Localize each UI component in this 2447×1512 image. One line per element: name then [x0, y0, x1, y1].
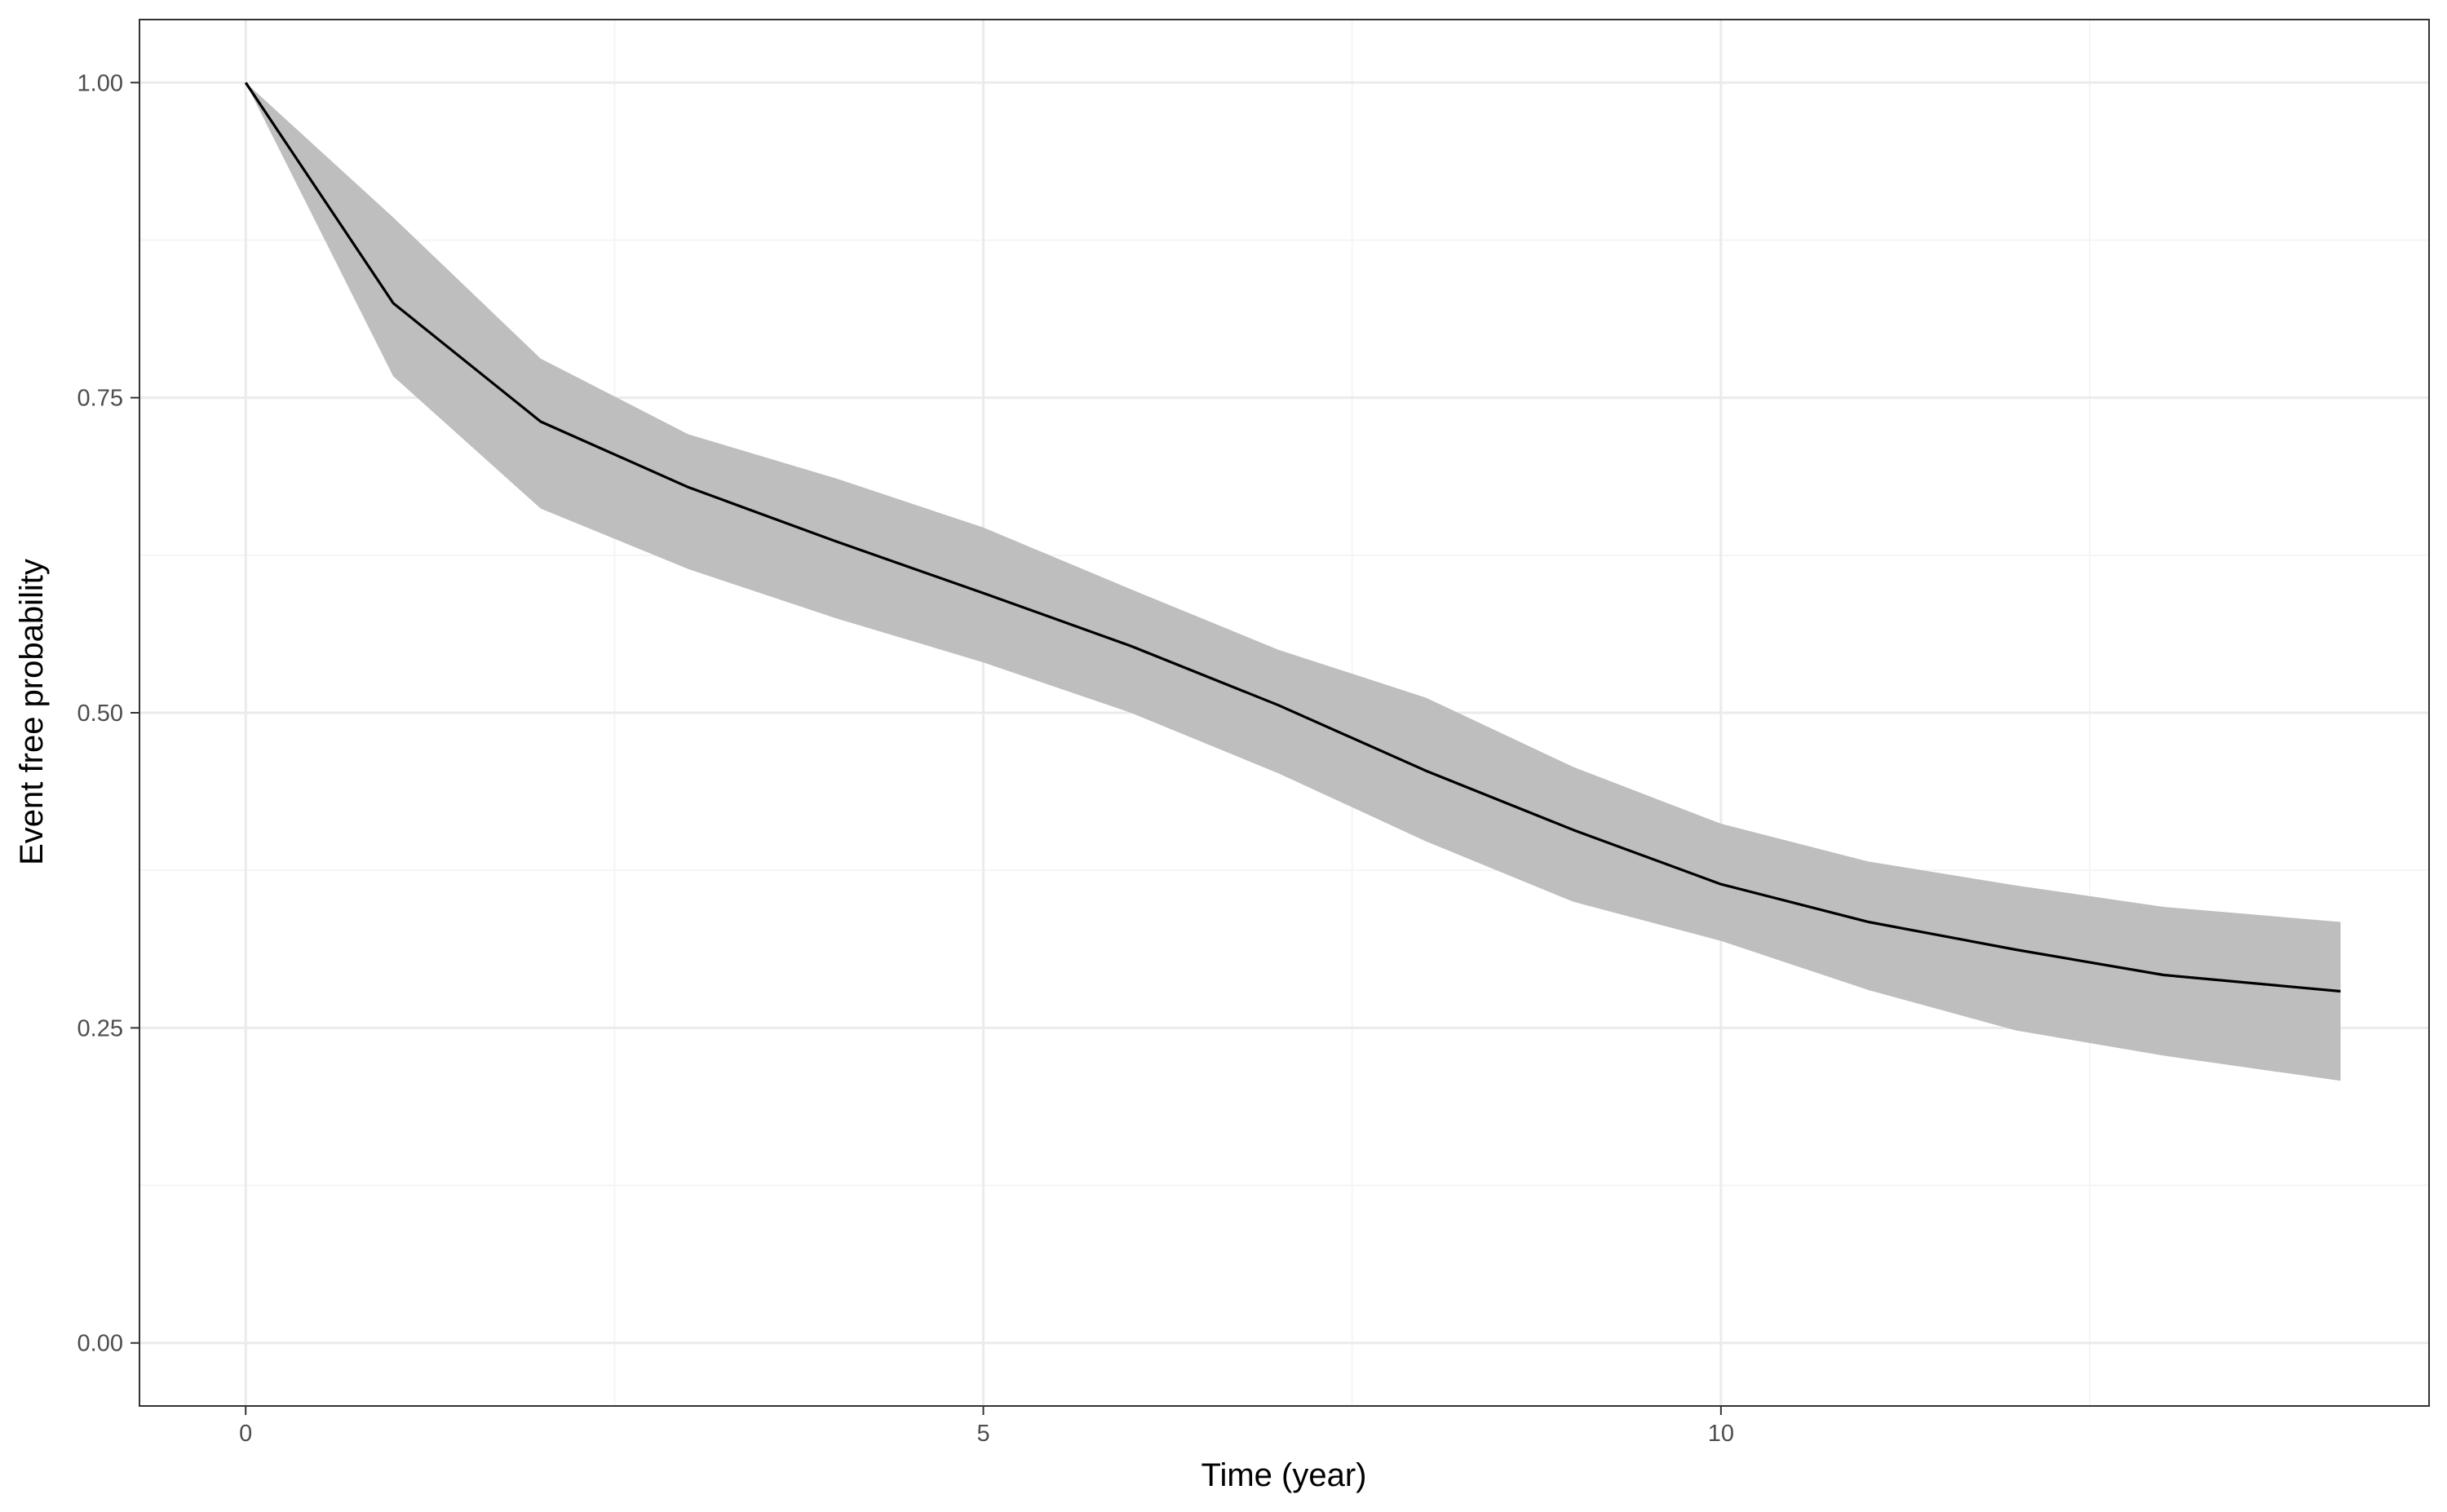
survival-line-layer — [244, 82, 2341, 993]
x-axis: 0 5 10 — [239, 1406, 1734, 1447]
major-gridlines — [139, 20, 2429, 1406]
y-tick-label: 0.25 — [77, 1015, 123, 1041]
survival-line — [244, 82, 2341, 993]
y-axis: 0.00 0.25 0.50 0.75 1.00 — [77, 70, 139, 1357]
confidence-band-layer — [246, 82, 2341, 1081]
x-tick-label: 5 — [976, 1421, 989, 1447]
y-tick-label: 0.50 — [77, 701, 123, 727]
x-tick-label: 0 — [239, 1421, 252, 1447]
x-axis-title: Time (year) — [1201, 1457, 1367, 1493]
y-tick-label: 0.00 — [77, 1331, 123, 1357]
y-tick-label: 0.75 — [77, 386, 123, 412]
y-tick-label: 1.00 — [77, 70, 123, 96]
y-axis-title: Event free probability — [14, 559, 50, 865]
x-tick-label: 10 — [1708, 1421, 1734, 1447]
confidence-band — [246, 82, 2341, 1081]
